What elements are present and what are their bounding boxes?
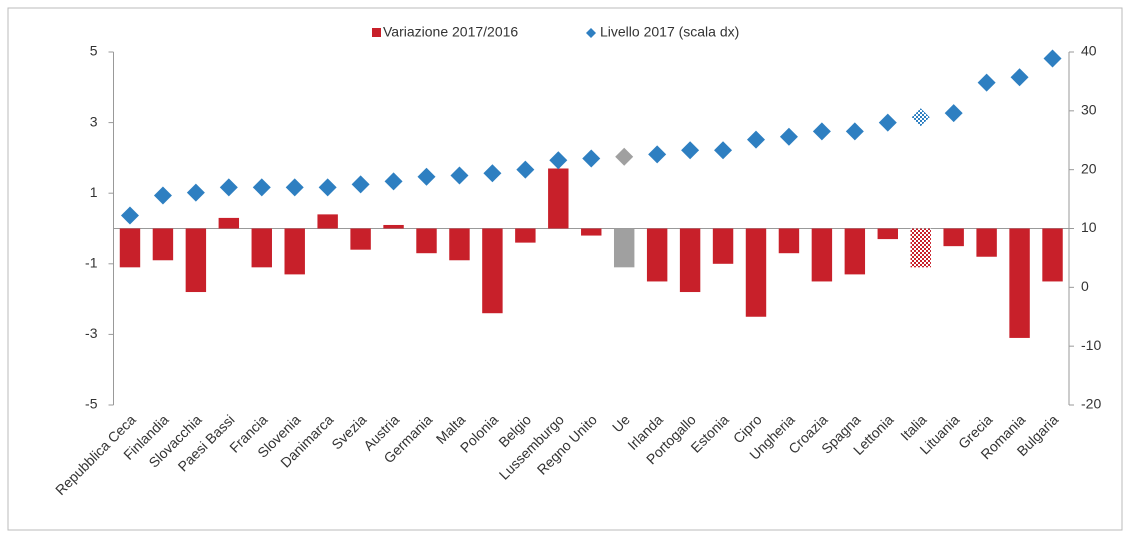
bar bbox=[449, 228, 470, 261]
bar bbox=[218, 217, 240, 229]
bar bbox=[383, 224, 404, 229]
y2-tick-label: -20 bbox=[1081, 396, 1101, 412]
x-tick-label: Estonia bbox=[687, 411, 731, 455]
bar bbox=[976, 228, 997, 257]
bar bbox=[284, 228, 305, 275]
frame bbox=[7, 7, 1123, 531]
bar bbox=[119, 228, 141, 268]
bar bbox=[679, 228, 701, 293]
diamond bbox=[944, 104, 963, 123]
diamond bbox=[582, 149, 601, 168]
bar bbox=[350, 228, 371, 250]
y2-tick-label: 30 bbox=[1081, 102, 1097, 118]
legend-label: Variazione 2017/2016 bbox=[383, 24, 518, 40]
y2-tick-label: 10 bbox=[1081, 219, 1097, 235]
diamond bbox=[483, 164, 502, 183]
bar bbox=[581, 228, 602, 236]
y2-tick-label: 40 bbox=[1081, 43, 1097, 59]
bar bbox=[185, 228, 207, 293]
bar bbox=[1009, 228, 1030, 338]
y2-tick-label: -10 bbox=[1081, 337, 1101, 353]
x-tick-label: Polonia bbox=[457, 411, 501, 455]
diamond bbox=[384, 172, 403, 191]
y-tick-label: 3 bbox=[90, 113, 98, 129]
diamond bbox=[681, 141, 700, 160]
diamond bbox=[120, 206, 139, 225]
bar bbox=[251, 228, 272, 268]
diamond bbox=[878, 113, 897, 132]
diamond bbox=[450, 166, 469, 185]
diamond bbox=[186, 183, 205, 202]
bar bbox=[416, 228, 437, 254]
diamond bbox=[516, 160, 535, 179]
y-tick-label: -1 bbox=[85, 255, 98, 271]
bar bbox=[152, 228, 174, 261]
legend-swatch bbox=[586, 28, 596, 38]
x-tick-label: Ue bbox=[609, 411, 633, 435]
bar bbox=[317, 214, 338, 229]
diamond bbox=[812, 122, 831, 141]
diamond bbox=[1043, 49, 1062, 68]
diamond bbox=[746, 130, 765, 149]
y2-tick-label: 0 bbox=[1081, 278, 1089, 294]
diamond bbox=[318, 178, 337, 197]
diamond bbox=[153, 186, 172, 205]
bar bbox=[515, 228, 536, 243]
bar bbox=[712, 228, 734, 264]
y-tick-label: 5 bbox=[90, 43, 98, 59]
bar bbox=[943, 228, 964, 247]
diamond bbox=[779, 127, 798, 146]
diamond bbox=[911, 108, 930, 127]
diamond bbox=[714, 141, 733, 160]
diamond bbox=[1010, 68, 1029, 87]
bar bbox=[613, 228, 635, 268]
bar bbox=[778, 228, 800, 254]
diamond bbox=[845, 122, 864, 141]
legend-swatch bbox=[372, 28, 381, 37]
diamond bbox=[648, 145, 667, 164]
bar bbox=[548, 168, 569, 229]
diamond bbox=[615, 147, 634, 166]
y2-tick-label: 20 bbox=[1081, 160, 1097, 176]
bar bbox=[910, 228, 931, 268]
bar bbox=[646, 228, 668, 282]
y-tick-label: -3 bbox=[85, 325, 98, 341]
legend-label: Livello 2017 (scala dx) bbox=[600, 24, 739, 40]
bar bbox=[844, 228, 866, 275]
bar bbox=[877, 228, 898, 240]
diamond bbox=[549, 151, 568, 170]
y-tick-label: 1 bbox=[90, 184, 98, 200]
diamond bbox=[977, 73, 996, 92]
bar bbox=[482, 228, 503, 314]
diamond bbox=[219, 178, 238, 197]
diamond bbox=[252, 178, 271, 197]
diamond bbox=[351, 175, 370, 194]
bar bbox=[1042, 228, 1063, 282]
diamond bbox=[417, 167, 436, 186]
y-tick-label: -5 bbox=[85, 396, 98, 412]
bar bbox=[811, 228, 833, 282]
diamond bbox=[285, 178, 304, 197]
bar bbox=[745, 228, 767, 317]
